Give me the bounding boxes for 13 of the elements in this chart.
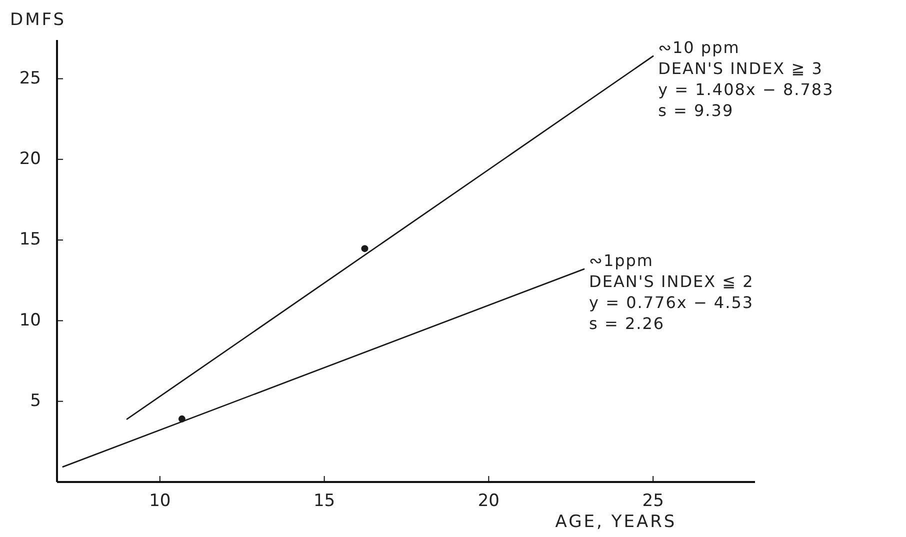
- x-tick-label: 15: [313, 491, 336, 511]
- y-tick-label: 15: [19, 230, 41, 250]
- annotation: ∾1ppm DEAN'S INDEX ≦ 2 y = 0.776x − 4.53 s = 2.26: [589, 251, 754, 334]
- y-tick-label: 25: [19, 68, 41, 88]
- x-tick-label: 25: [642, 491, 664, 511]
- y-tick-label: 10: [19, 310, 41, 330]
- y-tick-label: 5: [30, 390, 41, 411]
- annotation: ∾10 ppm DEAN'S INDEX ≧ 3 y = 1.408x − 8.783 s = 9.39: [658, 38, 834, 120]
- y-axis-title: DMFS: [10, 10, 66, 30]
- y-tick-label: 20: [19, 149, 41, 170]
- x-tick-label: 10: [149, 491, 171, 511]
- x-axis-title: AGE, YEARS: [555, 512, 677, 532]
- x-tick-label: 20: [478, 491, 500, 511]
